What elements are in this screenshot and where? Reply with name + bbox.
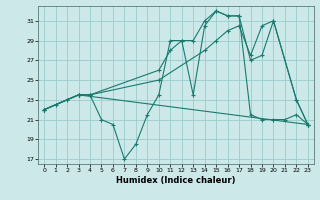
X-axis label: Humidex (Indice chaleur): Humidex (Indice chaleur)	[116, 176, 236, 185]
